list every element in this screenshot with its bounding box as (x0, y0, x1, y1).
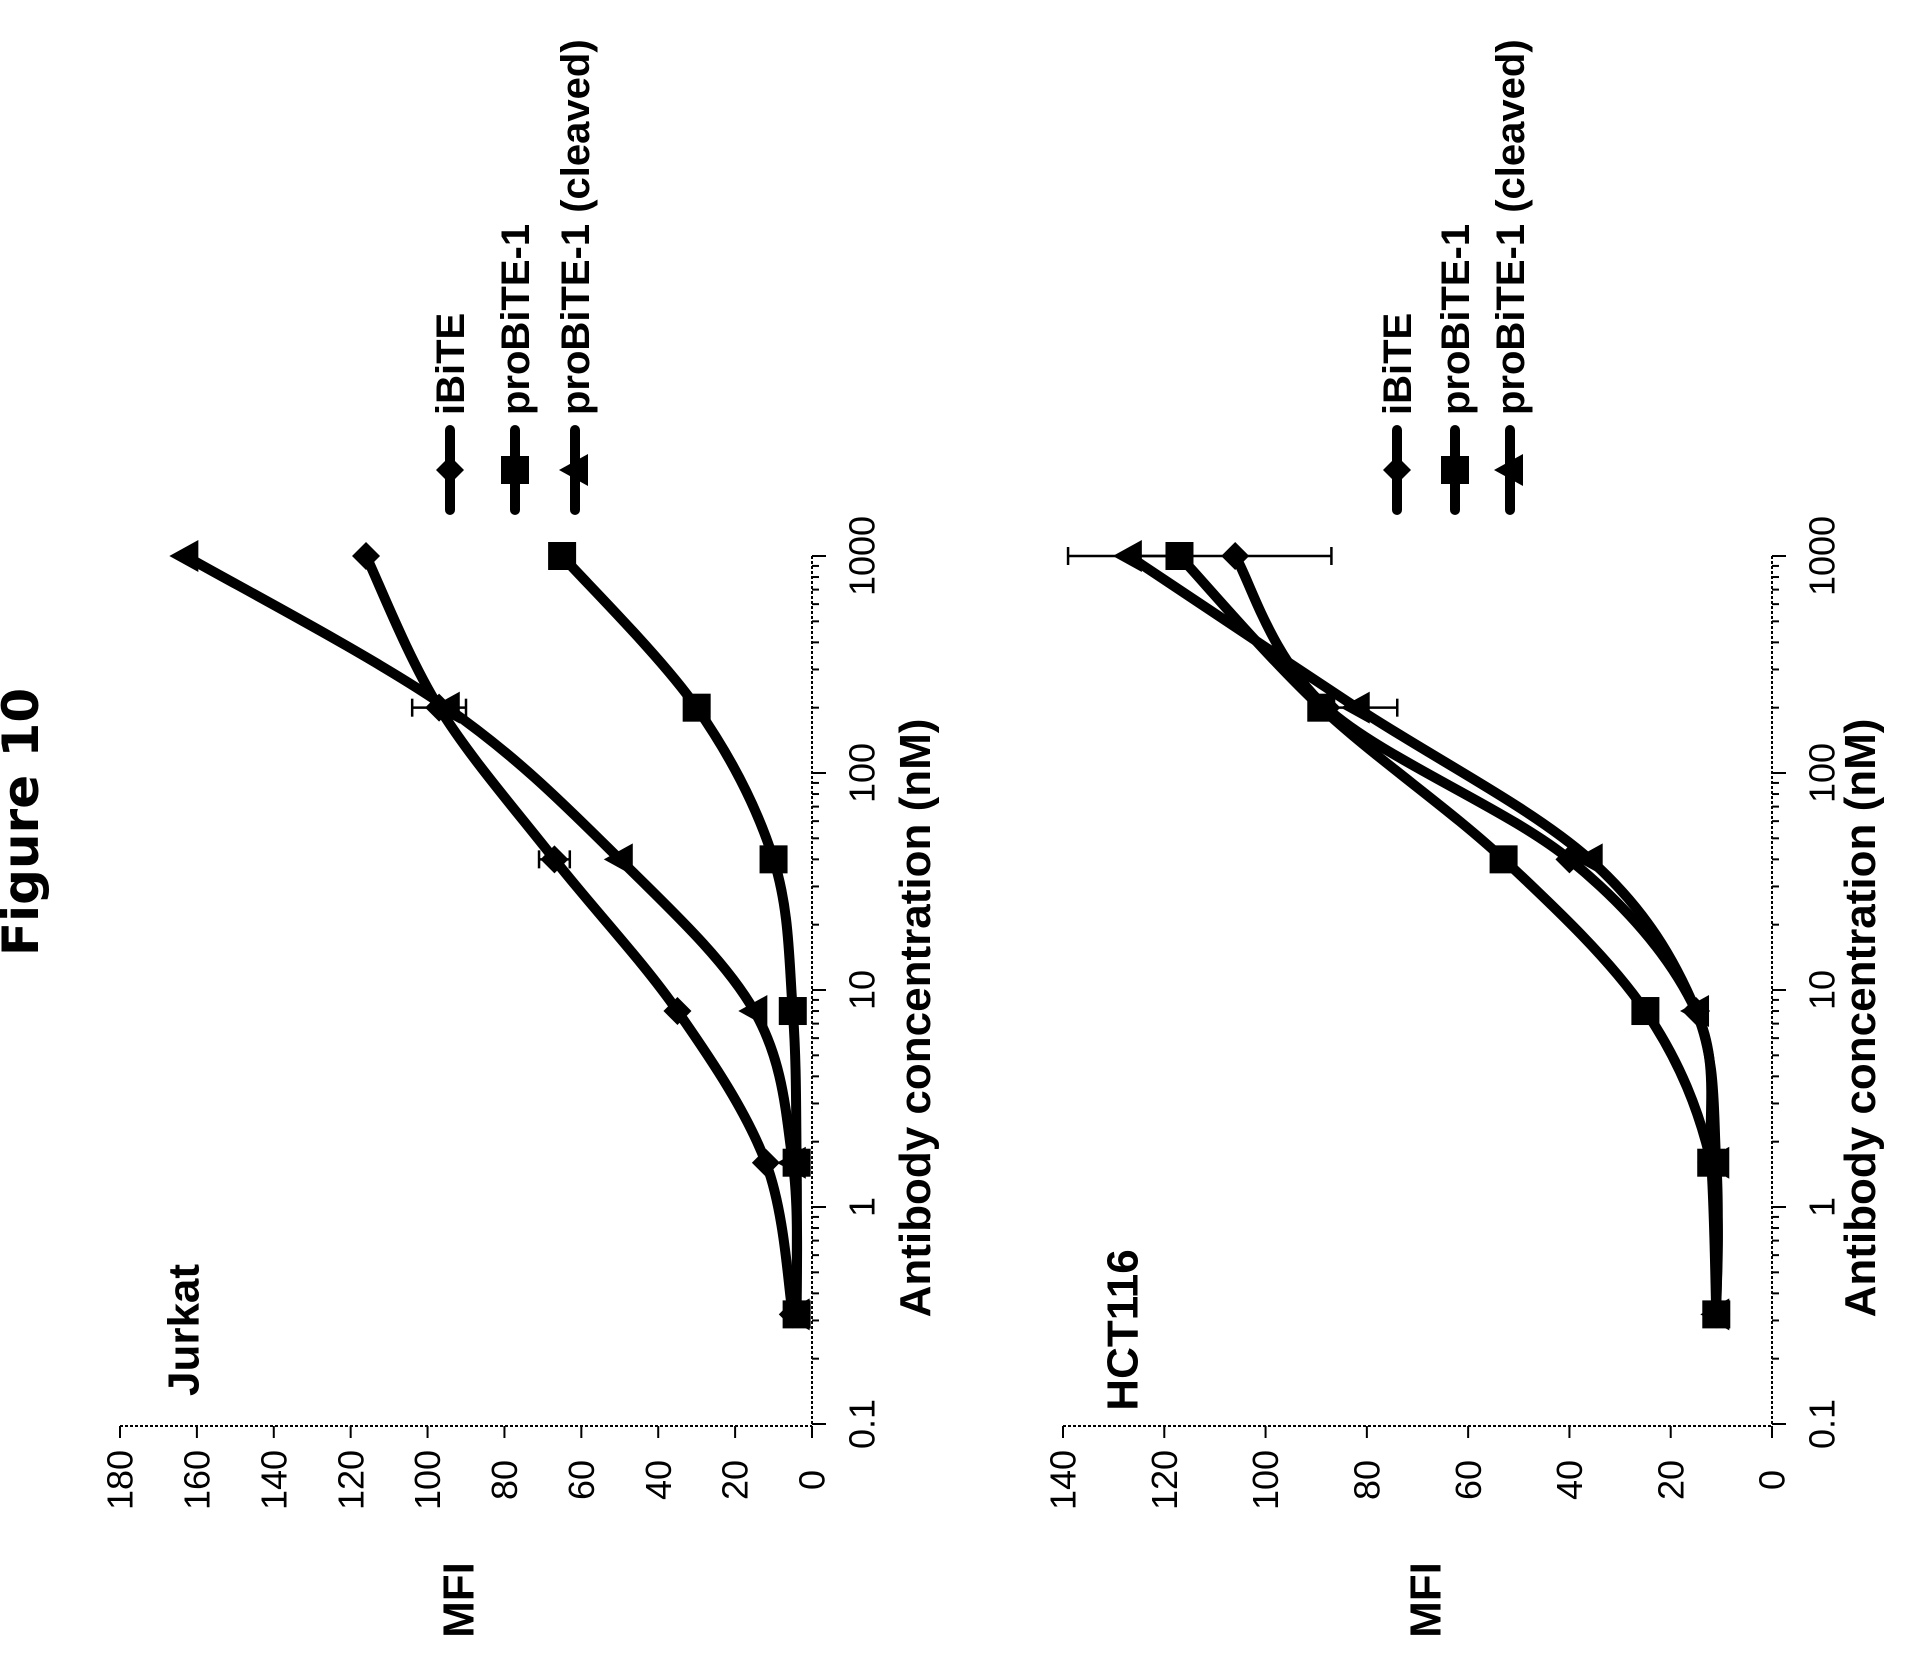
series-ibite (352, 542, 807, 1329)
data-point-triangle (1573, 843, 1603, 876)
x-tick-label: 10 (842, 970, 883, 1010)
legend-marker-square (1441, 456, 1469, 484)
legend-marker-diamond (436, 456, 464, 484)
y-axis-label: MFI (434, 1562, 483, 1638)
x-axis-label: Antibody concentration (nM) (891, 719, 940, 1318)
series-ibite (1137, 542, 1731, 1329)
y-tick-label: 100 (1245, 1450, 1286, 1510)
x-tick-label: 100 (1802, 743, 1843, 803)
data-point-triangle (776, 1146, 806, 1179)
legend-entry-ibite: iBiTE (429, 313, 473, 515)
data-point-triangle (430, 691, 460, 724)
y-tick-label: 40 (638, 1460, 679, 1500)
y-tick-label: 60 (1448, 1460, 1489, 1500)
data-point-diamond (751, 1148, 780, 1177)
series-probite-1-cleaved (1066, 540, 1730, 1331)
x-tick-label: 1000 (1802, 516, 1843, 596)
data-point-triangle (1700, 1298, 1730, 1331)
legend-label: proBiTE-1 (494, 224, 538, 415)
x-tick-label: 1000 (842, 516, 883, 596)
y-tick-label: 40 (1549, 1460, 1590, 1500)
series-line-probite-1 (557, 551, 802, 1320)
legend-marker-diamond (1383, 456, 1411, 484)
data-point-triangle (1700, 1146, 1730, 1179)
x-axis-label: Antibody concentration (nM) (1836, 719, 1885, 1318)
legend-label: iBiTE (429, 313, 473, 415)
legend-entry-probite-1: proBiTE-1 (494, 224, 538, 515)
x-tick-label: 1 (842, 1197, 883, 1217)
legend-label: iBiTE (1376, 313, 1420, 415)
y-tick-label: 140 (1043, 1450, 1084, 1510)
legend-marker-triangle (1494, 454, 1523, 486)
y-tick-label: 20 (1650, 1460, 1691, 1500)
y-tick-label: 60 (561, 1460, 602, 1500)
data-point-diamond (540, 845, 569, 874)
data-point-triangle (1112, 540, 1142, 572)
y-tick-label: 180 (100, 1450, 141, 1510)
y-tick-label: 0 (1752, 1470, 1793, 1490)
legend-entry-probite-1-cleaved: proBiTE-1 (cleaved) (554, 39, 598, 515)
data-point-diamond (1221, 542, 1250, 570)
data-point-square (1489, 845, 1518, 874)
y-tick-label: 80 (1346, 1460, 1387, 1500)
data-point-square (1631, 997, 1660, 1026)
panel-label: HCT116 (1098, 1249, 1147, 1410)
data-point-diamond (663, 997, 692, 1026)
x-tick-label: 0.1 (842, 1399, 883, 1449)
y-axis-label: MFI (1401, 1562, 1450, 1638)
legend-label: proBiTE-1 (cleaved) (1489, 39, 1533, 415)
legend-entry-ibite: iBiTE (1376, 313, 1420, 515)
series-probite-1 (548, 542, 811, 1329)
data-point-triangle (1680, 995, 1710, 1028)
data-point-triangle (738, 995, 768, 1028)
data-point-triangle (780, 1298, 810, 1331)
figure-title: Figure 10 (0, 688, 50, 956)
hct116-panel: 0.1 1 10 100 1000 0 20 40 60 80 100 120 140 Antibody … (1043, 39, 1885, 1638)
y-tick-label: 160 (176, 1450, 217, 1510)
data-point-square (548, 542, 577, 570)
data-point-square (682, 693, 711, 722)
y-tick-label: 0 (792, 1470, 833, 1490)
legend-label: proBiTE-1 (cleaved) (554, 39, 598, 415)
y-tick-label: 120 (330, 1450, 371, 1510)
data-point-triangle (169, 540, 199, 572)
x-tick-label: 0.1 (1802, 1399, 1843, 1449)
data-point-diamond (352, 542, 381, 570)
series-line-probite-1-cleaved (1123, 551, 1723, 1320)
panel-label: Jurkat (159, 1264, 208, 1396)
x-tick-label: 1 (1802, 1197, 1843, 1217)
x-tick-label: 10 (1802, 970, 1843, 1010)
legend-label: proBiTE-1 (1434, 224, 1478, 415)
y-tick-label: 120 (1144, 1450, 1185, 1510)
x-tick-label: 100 (842, 743, 883, 803)
series-line-ibite (361, 551, 798, 1320)
data-point-triangle (1340, 691, 1370, 724)
series-line-probite-1 (1174, 551, 1723, 1320)
data-point-square (778, 997, 807, 1026)
y-tick-label: 80 (484, 1460, 525, 1500)
y-tick-label: 140 (253, 1450, 294, 1510)
jurkat-panel: 0.1 1 10 100 1000 0 20 40 60 80 100 120 140 160 180 Ant… (100, 39, 940, 1638)
y-tick-label: 100 (407, 1450, 448, 1510)
legend-marker-square (501, 456, 529, 484)
legend-entry-probite-1: proBiTE-1 (1434, 224, 1478, 515)
legend-entry-probite-1-cleaved: proBiTE-1 (cleaved) (1489, 39, 1533, 515)
data-point-triangle (603, 843, 633, 876)
series-line-probite-1-cleaved (180, 551, 803, 1320)
legend-marker-triangle (559, 454, 588, 486)
y-tick-label: 20 (715, 1460, 756, 1500)
data-point-square (759, 845, 788, 874)
series-probite-1-cleaved (169, 540, 810, 1331)
